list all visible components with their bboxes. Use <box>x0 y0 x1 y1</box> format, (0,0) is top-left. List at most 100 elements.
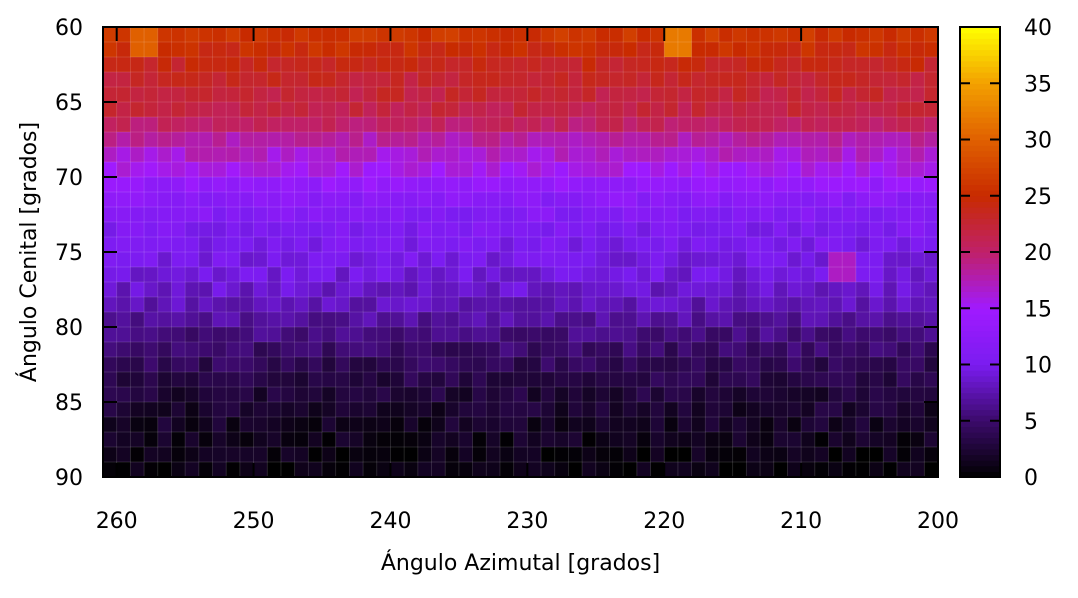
heatmap-cell <box>828 222 843 238</box>
heatmap-cell <box>609 132 624 148</box>
heatmap-cell <box>417 387 433 403</box>
heatmap-cell <box>855 357 871 373</box>
heatmap-cell <box>664 447 679 463</box>
heatmap-cell <box>486 417 501 433</box>
heatmap-cell <box>472 267 487 283</box>
heatmap-cell <box>404 297 419 313</box>
heatmap-cell <box>554 27 570 43</box>
colorbar-band <box>960 274 1000 281</box>
heatmap-cell <box>595 282 611 298</box>
heatmap-cell <box>787 297 802 313</box>
heatmap-cell <box>746 267 761 283</box>
heatmap-cells <box>103 27 939 478</box>
heatmap-cell <box>883 312 898 328</box>
heatmap-cell <box>773 252 789 268</box>
heatmap-cell <box>198 147 214 163</box>
heatmap-cell <box>718 372 734 388</box>
heatmap-cell <box>705 357 720 373</box>
heatmap-cell <box>554 252 570 268</box>
heatmap-cell <box>376 357 392 373</box>
heatmap-cell <box>116 402 131 418</box>
heatmap-cell <box>554 72 570 88</box>
heatmap-cell <box>212 117 227 133</box>
heatmap-cell <box>623 402 638 418</box>
heatmap-cell <box>499 327 515 343</box>
heatmap-cell <box>691 72 706 88</box>
heatmap-cell <box>541 297 556 313</box>
heatmap-cell <box>732 357 747 373</box>
heatmap-cell <box>458 357 474 373</box>
colorbar-tick-label: 10 <box>1024 354 1052 379</box>
heatmap-cell <box>322 447 337 463</box>
heatmap-cell <box>924 462 939 478</box>
heatmap-cell <box>445 57 460 73</box>
heatmap-cell <box>677 207 693 223</box>
heatmap-cell <box>924 342 939 358</box>
heatmap-cell <box>198 462 214 478</box>
heatmap-cell <box>239 462 255 478</box>
heatmap-cell <box>226 417 241 433</box>
heatmap-cell <box>664 117 679 133</box>
heatmap-cell <box>623 237 638 253</box>
heatmap-cell <box>814 342 830 358</box>
heatmap-cell <box>349 312 364 328</box>
heatmap-cell <box>417 192 433 208</box>
heatmap-cell <box>171 417 186 433</box>
heatmap-cell <box>513 372 528 388</box>
heatmap-cell <box>924 72 939 88</box>
heatmap-cell <box>130 42 145 58</box>
heatmap-cell <box>212 252 227 268</box>
heatmap-cell <box>226 462 241 478</box>
heatmap-cell <box>458 237 474 253</box>
heatmap-cell <box>116 372 131 388</box>
heatmap-cell <box>705 387 720 403</box>
heatmap-cell <box>472 432 487 448</box>
heatmap-cell <box>185 387 200 403</box>
heatmap-cell <box>185 87 200 103</box>
heatmap-cell <box>349 462 364 478</box>
heatmap-cell <box>294 252 309 268</box>
heatmap-cell <box>636 132 652 148</box>
heatmap-cell <box>883 237 898 253</box>
heatmap-cell <box>595 237 611 253</box>
heatmap-cell <box>760 432 775 448</box>
heatmap-cell <box>691 147 706 163</box>
heatmap-cell <box>499 297 515 313</box>
heatmap-cell <box>226 222 241 238</box>
heatmap-cell <box>814 132 830 148</box>
heatmap-cell <box>773 57 789 73</box>
heatmap-cell <box>527 42 542 58</box>
heatmap-cell <box>527 357 542 373</box>
heatmap-cell <box>595 387 611 403</box>
heatmap-cell <box>363 117 378 133</box>
heatmap-cell <box>664 297 679 313</box>
heatmap-cell <box>842 42 857 58</box>
heatmap-cell <box>869 192 884 208</box>
heatmap-cell <box>513 57 528 73</box>
heatmap-cell <box>787 42 802 58</box>
heatmap-cell <box>376 27 392 43</box>
heatmap-cell <box>294 327 309 343</box>
heatmap-cell <box>226 267 241 283</box>
heatmap-cell <box>855 147 871 163</box>
heatmap-cell <box>253 192 268 208</box>
colorbar-tick-label: 25 <box>1024 185 1052 210</box>
heatmap-cell <box>130 267 145 283</box>
heatmap-cell <box>349 447 364 463</box>
heatmap-cell <box>582 327 597 343</box>
heatmap-cell <box>705 42 720 58</box>
heatmap-cell <box>855 297 871 313</box>
heatmap-cell <box>185 252 200 268</box>
heatmap-cell <box>554 57 570 73</box>
heatmap-cell <box>814 237 830 253</box>
heatmap-cell <box>322 72 337 88</box>
heatmap-cell <box>458 27 474 43</box>
heatmap-cell <box>842 222 857 238</box>
heatmap-cell <box>144 432 159 448</box>
heatmap-cell <box>267 147 282 163</box>
heatmap-cell <box>760 267 775 283</box>
heatmap-cell <box>185 117 200 133</box>
heatmap-cell <box>773 87 789 103</box>
heatmap-cell <box>828 252 843 268</box>
heatmap-cell <box>568 222 583 238</box>
